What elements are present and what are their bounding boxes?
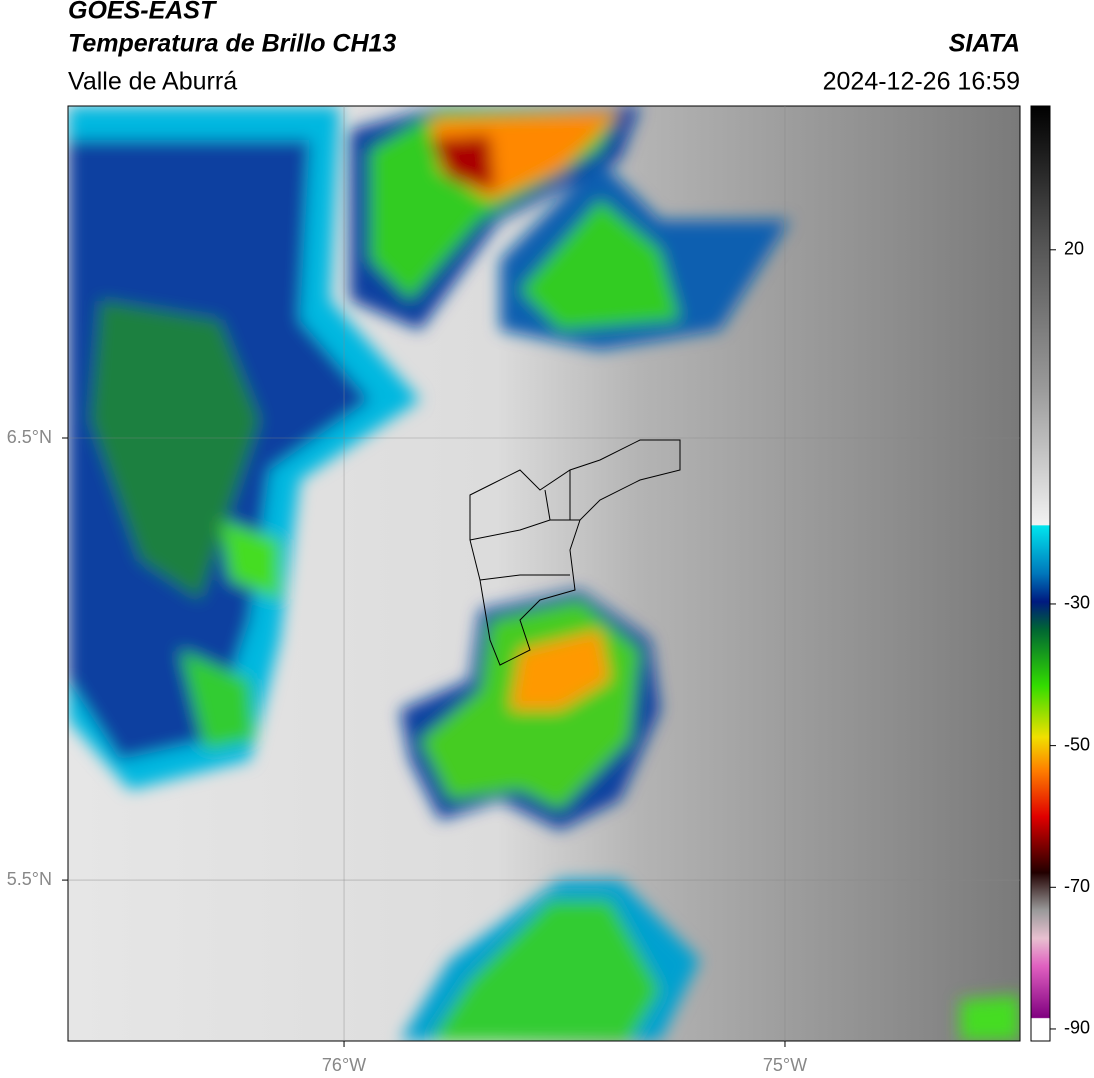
subtitle: Temperatura de Brillo CH13 xyxy=(68,30,396,58)
colorbar-tick-label: -70 xyxy=(1064,876,1090,896)
map-image xyxy=(68,106,1020,1041)
timestamp: 2024-12-26 16:59 xyxy=(823,68,1020,96)
colorbar xyxy=(1030,105,1051,1042)
title: GOES-EAST xyxy=(68,0,218,25)
map-frame xyxy=(67,105,1021,1042)
y-tick-label: 6.5°N xyxy=(7,427,52,447)
x-tick-label: 76°W xyxy=(322,1055,366,1075)
colorbar-tick-label: -50 xyxy=(1064,734,1090,754)
region: Valle de Aburrá xyxy=(68,68,237,96)
y-tick-label: 5.5°N xyxy=(7,869,52,889)
colorbar-tick-label: 20 xyxy=(1064,239,1084,259)
colorbar-tick-label: -30 xyxy=(1064,593,1090,613)
x-tick-label: 75°W xyxy=(763,1055,807,1075)
colorbar-tick-label: -90 xyxy=(1064,1018,1090,1038)
source: SIATA xyxy=(949,30,1020,58)
